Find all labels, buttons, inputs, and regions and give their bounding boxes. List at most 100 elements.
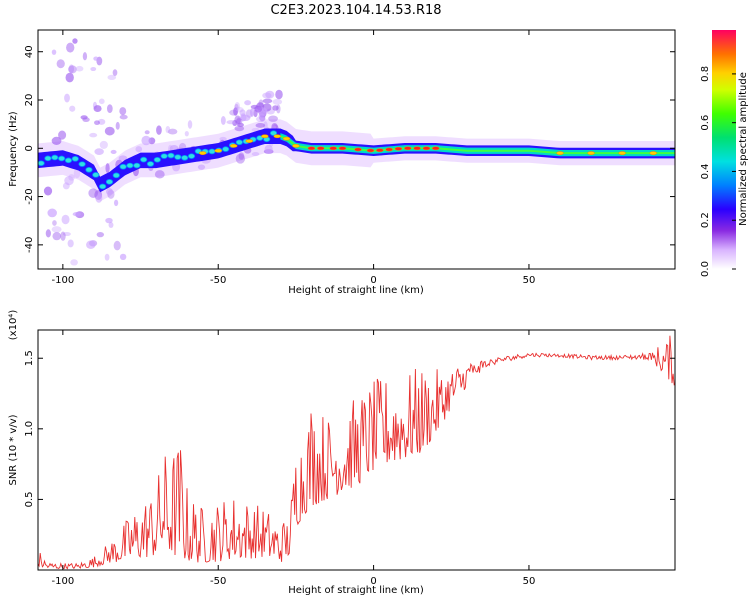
ridge-hotspot [354,147,362,152]
colorbar-label: Normalized spectral amplitude [738,72,749,226]
ridge-hotspot [292,144,300,148]
noise-blob [234,101,240,112]
noise-blob [260,117,265,123]
ridge-blob [119,163,127,170]
noise-blob [69,105,76,112]
noise-blob [268,115,278,122]
ridge-hotspot [245,139,254,143]
spectrogram-panel: -100 -50 0 50 -40 -20 0 20 40 Height of straigh… [8,29,676,296]
noise-blob [104,253,110,261]
noise-blob [240,113,247,122]
spectrogram-heatmap [38,38,675,266]
noise-blob [220,116,226,125]
ridge-hotspot [198,151,207,155]
ridge-blob [153,156,161,163]
noise-blob [43,186,53,196]
spectrogram-x-ticks: -100 -50 0 50 [52,30,535,286]
spectrogram-y-ticks: -40 -20 0 20 40 [24,45,675,253]
ridge-blob [64,157,73,164]
ridge-blob [51,154,59,161]
noise-blob [52,232,62,241]
noise-blob [235,153,246,164]
ridge-hotspot [556,151,564,155]
ridge-blob [160,153,168,159]
noise-blob [108,222,114,228]
colorbar-tick-label: 0.8 [700,66,711,82]
colorbar-tick-label: 0.4 [700,163,711,179]
noise-blob [51,226,62,233]
noise-blob [94,148,104,156]
noise-blob [258,113,265,119]
ridge-hotspot [649,151,657,155]
colorbar-ticks: 0.0 0.2 0.4 0.6 0.8 [700,66,736,277]
colorbar-gradient [712,30,736,269]
noise-blob [95,193,103,203]
noise-blob [94,120,100,126]
noise-blob [58,130,67,140]
noise-blob [86,240,96,250]
noise-blob [93,105,102,113]
noise-blob [119,253,127,261]
ridge-hotspot [394,146,403,151]
noise-blob [99,140,108,149]
noise-blob [254,105,263,113]
ridge-blob [78,161,86,167]
ridge-blob [44,155,52,162]
snr-frame [37,329,676,571]
ridge-blob [112,172,120,179]
noise-blob [219,136,227,142]
colorbar-tick-label: 0.0 [700,261,711,277]
noise-blob [66,42,75,53]
ridge-hotspot [307,146,316,151]
ridge-hotspot [404,146,412,151]
noise-blob [89,132,98,138]
noise-blob [262,98,273,104]
ridge-blob [269,130,278,136]
y-tick-label: 0.5 [24,491,35,507]
noise-blob [263,121,268,130]
ridge-hotspot [422,146,431,151]
ridge-hotspot [273,134,282,139]
noise-blob [68,64,75,74]
noise-blob [75,65,84,72]
noise-blob [262,92,272,99]
ridge-blob [126,162,134,169]
ridge-blob [181,155,189,161]
noise-blob [187,120,193,129]
noise-blob [249,108,255,117]
y-tick-label: -20 [24,188,35,204]
ridge-hotspot [214,148,222,153]
noise-blob [156,125,162,135]
ridge-blob [167,152,175,159]
ridge-blob [85,166,93,173]
snr-y-label: SNR (10 * v/v) [8,414,19,485]
noise-blob [110,149,117,154]
noise-blob [184,131,189,137]
noise-blob [68,65,77,74]
noise-blob [80,115,88,120]
noise-blob [238,152,245,160]
noise-blob [73,168,81,179]
ridge-blob [222,146,230,152]
ridge-blob [140,156,148,163]
noise-blob [144,130,150,135]
ridge-blob [208,148,216,155]
ridge-blob [58,155,66,162]
y-tick-label: 20 [24,94,35,107]
snr-line [38,335,675,570]
spectrogram-y-label: Frequency (Hz) [8,111,19,187]
noise-blob [67,239,74,248]
noise-blob [233,107,238,116]
ridge-hotspot [618,151,626,155]
y-tick-label: 1.5 [24,350,35,366]
ridge-hotspot [376,148,384,153]
noise-blob [197,164,206,170]
noise-blob [113,240,121,251]
noise-blob [47,208,57,218]
noise-blob [88,188,98,198]
ridge-hotspot [282,136,291,141]
ridge-hotspot [366,148,375,153]
spectrogram-x-label: Height of straight line (km) [288,285,424,296]
noise-blob [90,67,97,72]
